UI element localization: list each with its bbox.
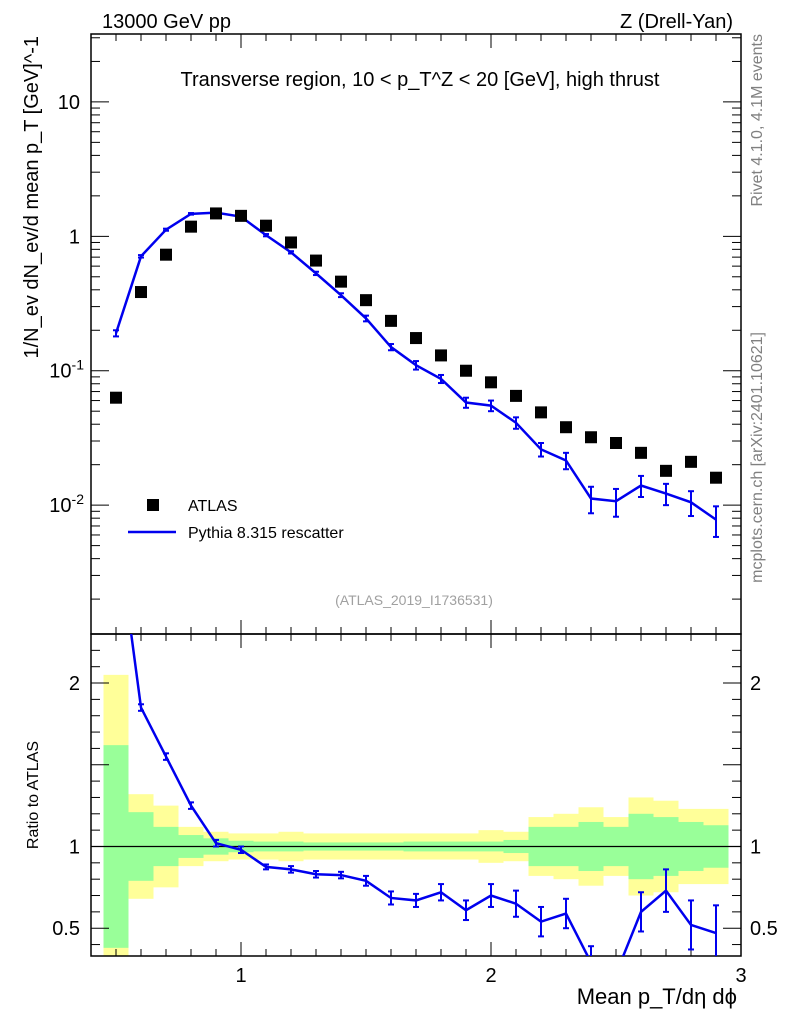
atlas-point: [360, 294, 372, 307]
atlas-point: [160, 248, 172, 261]
atlas-point: [285, 236, 297, 249]
y-axis-title: 1/N_ev dN_ev/d mean p_T [GeV]^-1: [21, 36, 43, 359]
ratio-tick-label-right: 0.5: [750, 918, 778, 940]
atlas-point: [410, 332, 422, 345]
atlas-point: [385, 314, 397, 327]
atlas-point: [660, 464, 672, 477]
ratio-tick-label-left: 1: [69, 836, 80, 858]
atlas-point: [610, 436, 622, 449]
atlas-point: [460, 364, 472, 377]
header-right: Z (Drell-Yan): [620, 11, 733, 33]
axis-ticks: 1 2 3 10 1 10-1 10-2 2 2 1 1 0.5 0.5: [49, 34, 778, 987]
y-tick-label: 10-2: [49, 491, 84, 517]
atlas-point: [535, 406, 547, 419]
legend-data-label: ATLAS: [188, 498, 238, 515]
atlas-point: [260, 219, 272, 232]
atlas-point: [210, 207, 222, 220]
header-left: 13000 GeV pp: [102, 11, 231, 33]
atlas-point: [685, 455, 697, 468]
mc-series: [113, 210, 719, 538]
atlas-point: [635, 446, 647, 459]
atlas-point: [710, 471, 722, 484]
x-tick-label: 1: [235, 965, 246, 987]
atlas-point: [335, 275, 347, 288]
atlas-point: [560, 421, 572, 434]
legend-mc-label: Pythia 8.315 rescatter: [188, 525, 344, 542]
x-tick-label: 3: [735, 965, 746, 987]
x-axis-title: Mean p_T/dη dϕ: [577, 984, 737, 1009]
atlas-point: [310, 254, 322, 267]
atlas-point: [235, 209, 247, 222]
atlas-series: [110, 207, 722, 484]
atlas-point: [485, 376, 497, 389]
ratio-tick-label-right: 1: [750, 836, 761, 858]
rivet-label: Rivet 4.1.0, 4.1M events: [749, 34, 766, 207]
ratio-tick-label-left: 0.5: [52, 918, 80, 940]
ratio-axis-title: Ratio to ATLAS: [25, 741, 42, 849]
ratio-tick-label-left: 2: [69, 673, 80, 695]
legend: ATLAS Pythia 8.315 rescatter: [128, 498, 344, 542]
x-tick-label: 2: [485, 965, 496, 987]
plot-title: Transverse region, 10 < p_T^Z < 20 [GeV]…: [181, 69, 660, 91]
atlas-point: [435, 349, 447, 362]
legend-data-marker: [147, 499, 159, 511]
atlas-point: [110, 391, 122, 404]
y-tick-label: 1: [69, 226, 80, 248]
mc-ratio-series: [129, 634, 719, 956]
atlas-point: [135, 286, 147, 299]
y-tick-label: 10-1: [49, 357, 84, 383]
atlas-point: [185, 220, 197, 233]
y-tick-label: 10: [58, 92, 80, 114]
atlas-point: [510, 389, 522, 402]
mcplots-label: mcplots.cern.ch [arXiv:2401.10621]: [749, 332, 766, 583]
analysis-id: (ATLAS_2019_I1736531): [335, 592, 493, 608]
ratio-tick-label-right: 2: [750, 673, 761, 695]
atlas-point: [585, 431, 597, 444]
